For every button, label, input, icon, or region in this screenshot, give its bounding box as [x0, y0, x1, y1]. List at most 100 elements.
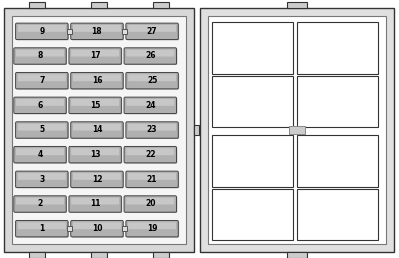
FancyBboxPatch shape — [73, 173, 121, 180]
FancyBboxPatch shape — [128, 25, 176, 32]
Text: 7: 7 — [39, 76, 44, 85]
FancyBboxPatch shape — [124, 147, 176, 163]
FancyBboxPatch shape — [128, 124, 176, 131]
FancyBboxPatch shape — [16, 221, 68, 237]
Text: 3: 3 — [39, 175, 44, 184]
Bar — [297, 135, 378, 187]
FancyBboxPatch shape — [16, 24, 69, 40]
FancyBboxPatch shape — [127, 73, 179, 90]
Text: 16: 16 — [92, 76, 102, 85]
Bar — [212, 22, 293, 74]
Bar — [297, 76, 378, 127]
FancyBboxPatch shape — [126, 198, 174, 205]
FancyBboxPatch shape — [69, 97, 121, 114]
Text: 21: 21 — [147, 175, 157, 184]
FancyBboxPatch shape — [70, 98, 122, 114]
Text: 17: 17 — [90, 52, 101, 60]
Bar — [91, 252, 107, 258]
Text: 11: 11 — [90, 199, 101, 208]
Bar — [67, 226, 72, 231]
Bar — [29, 252, 45, 258]
FancyBboxPatch shape — [126, 72, 178, 89]
FancyBboxPatch shape — [128, 74, 176, 81]
FancyBboxPatch shape — [126, 122, 178, 138]
FancyBboxPatch shape — [14, 196, 66, 212]
Text: 1: 1 — [39, 224, 44, 233]
FancyBboxPatch shape — [70, 49, 122, 65]
Text: 10: 10 — [92, 224, 102, 233]
FancyBboxPatch shape — [125, 49, 177, 65]
FancyBboxPatch shape — [16, 221, 69, 238]
FancyBboxPatch shape — [126, 148, 174, 155]
FancyBboxPatch shape — [14, 48, 66, 64]
Bar — [287, 2, 307, 8]
FancyBboxPatch shape — [16, 122, 68, 138]
FancyBboxPatch shape — [125, 197, 177, 213]
FancyBboxPatch shape — [18, 124, 66, 131]
FancyBboxPatch shape — [18, 222, 66, 229]
FancyBboxPatch shape — [16, 171, 68, 188]
FancyBboxPatch shape — [73, 25, 121, 32]
FancyBboxPatch shape — [128, 173, 176, 180]
Text: 25: 25 — [147, 76, 157, 85]
Text: 24: 24 — [145, 101, 156, 110]
FancyBboxPatch shape — [124, 196, 176, 212]
FancyBboxPatch shape — [16, 172, 69, 188]
FancyBboxPatch shape — [125, 98, 177, 114]
FancyBboxPatch shape — [14, 147, 66, 163]
FancyBboxPatch shape — [71, 171, 123, 188]
FancyBboxPatch shape — [16, 123, 69, 139]
FancyBboxPatch shape — [127, 172, 179, 188]
FancyBboxPatch shape — [70, 147, 122, 164]
FancyBboxPatch shape — [71, 198, 119, 205]
Text: 12: 12 — [92, 175, 102, 184]
FancyBboxPatch shape — [16, 72, 68, 89]
Bar — [208, 16, 386, 244]
Text: 8: 8 — [38, 52, 43, 60]
FancyBboxPatch shape — [16, 50, 64, 57]
Bar — [122, 29, 127, 34]
FancyBboxPatch shape — [71, 24, 124, 40]
FancyBboxPatch shape — [69, 48, 121, 64]
Text: 22: 22 — [145, 150, 156, 159]
FancyBboxPatch shape — [73, 222, 121, 229]
FancyBboxPatch shape — [71, 172, 124, 188]
Bar — [200, 8, 394, 252]
Bar — [297, 189, 378, 240]
FancyBboxPatch shape — [71, 122, 123, 138]
Bar — [212, 76, 293, 127]
Bar — [212, 189, 293, 240]
Text: 14: 14 — [92, 125, 102, 134]
FancyBboxPatch shape — [15, 147, 67, 164]
FancyBboxPatch shape — [16, 99, 64, 106]
Bar — [287, 252, 307, 258]
FancyBboxPatch shape — [69, 147, 121, 163]
FancyBboxPatch shape — [126, 99, 174, 106]
FancyBboxPatch shape — [128, 222, 176, 229]
FancyBboxPatch shape — [71, 72, 123, 89]
FancyBboxPatch shape — [16, 73, 69, 90]
Text: 9: 9 — [39, 27, 44, 36]
Bar — [153, 2, 169, 8]
FancyBboxPatch shape — [71, 73, 124, 90]
Bar — [67, 29, 72, 34]
FancyBboxPatch shape — [126, 23, 178, 39]
FancyBboxPatch shape — [71, 23, 123, 39]
Text: 6: 6 — [38, 101, 43, 110]
Text: 2: 2 — [38, 199, 43, 208]
FancyBboxPatch shape — [16, 148, 64, 155]
FancyBboxPatch shape — [126, 221, 178, 237]
FancyBboxPatch shape — [71, 123, 124, 139]
Text: 5: 5 — [39, 125, 44, 134]
FancyBboxPatch shape — [124, 48, 176, 64]
Text: 4: 4 — [38, 150, 43, 159]
Text: 26: 26 — [145, 52, 156, 60]
Text: 23: 23 — [147, 125, 157, 134]
Bar — [4, 8, 194, 252]
FancyBboxPatch shape — [15, 49, 67, 65]
FancyBboxPatch shape — [73, 74, 121, 81]
Text: 13: 13 — [90, 150, 101, 159]
Bar — [194, 125, 199, 135]
Bar — [289, 126, 305, 134]
FancyBboxPatch shape — [69, 196, 121, 212]
